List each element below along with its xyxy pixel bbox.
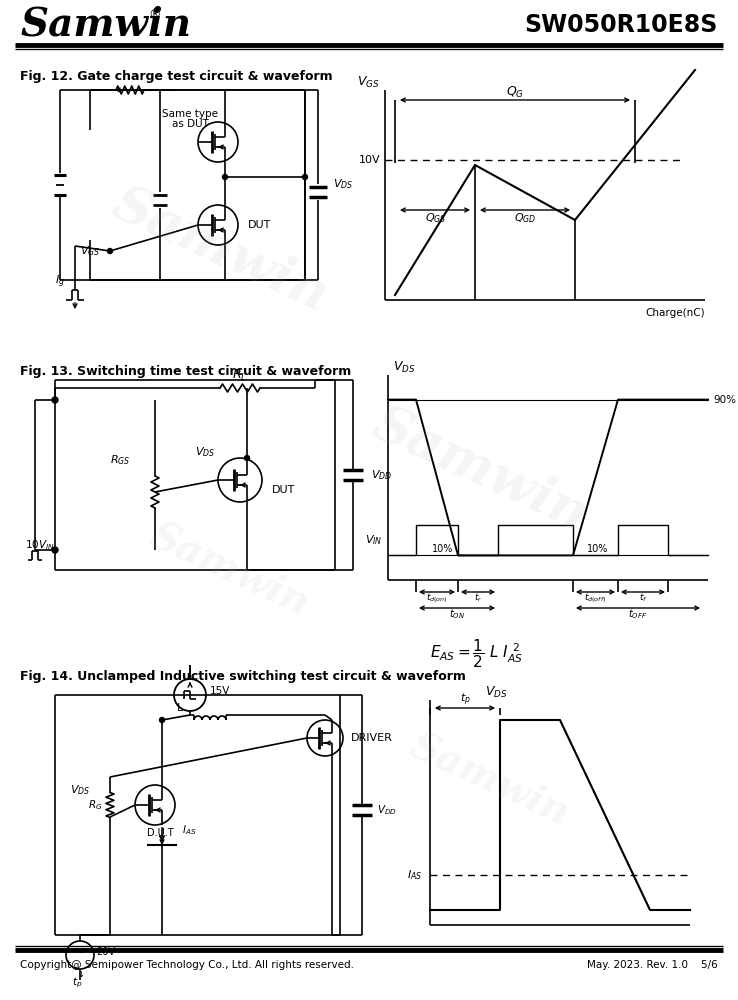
Text: DUT: DUT — [272, 485, 295, 495]
Text: ®: ® — [148, 8, 160, 21]
Text: Charge(nC): Charge(nC) — [645, 308, 705, 318]
Text: DUT: DUT — [248, 220, 272, 230]
Text: $t_r$: $t_r$ — [474, 592, 482, 604]
Text: $V_{GS}$: $V_{GS}$ — [80, 244, 100, 258]
Text: $V_{DS}$: $V_{DS}$ — [485, 684, 508, 700]
Circle shape — [108, 248, 112, 253]
Text: $E_{AS} = \dfrac{1}{2}\ L\ I_{AS}^{\ 2}$: $E_{AS} = \dfrac{1}{2}\ L\ I_{AS}^{\ 2}$ — [430, 637, 523, 670]
Text: Fig. 13. Switching time test circuit & waveform: Fig. 13. Switching time test circuit & w… — [20, 365, 351, 378]
Text: DRIVER: DRIVER — [351, 733, 393, 743]
Text: $R_G$: $R_G$ — [88, 798, 102, 812]
Text: Samwin: Samwin — [20, 6, 191, 44]
Text: ~: ~ — [75, 946, 86, 958]
Text: $Q_G$: $Q_G$ — [506, 84, 524, 100]
Text: $I_g$: $I_g$ — [55, 274, 65, 290]
Text: Samwin: Samwin — [104, 178, 336, 322]
Text: $t_{ON}$: $t_{ON}$ — [449, 607, 465, 621]
Text: $I_{AS}$: $I_{AS}$ — [407, 868, 422, 882]
Text: D.U.T: D.U.T — [147, 828, 173, 838]
Text: $Q_{GS}$: $Q_{GS}$ — [425, 211, 446, 225]
Text: $V_{DD}$: $V_{DD}$ — [371, 468, 392, 482]
Text: $V_{DS}$: $V_{DS}$ — [333, 177, 354, 191]
Circle shape — [244, 456, 249, 460]
Circle shape — [222, 174, 227, 180]
Text: 20V: 20V — [96, 947, 115, 957]
Text: $10V_{IN}$: $10V_{IN}$ — [25, 538, 55, 552]
Text: 15V: 15V — [210, 686, 230, 696]
Text: 10V: 10V — [359, 155, 380, 165]
Text: $t_{d(off)}$: $t_{d(off)}$ — [584, 591, 607, 605]
Text: $V_{DD}$: $V_{DD}$ — [377, 803, 397, 817]
Text: Fig. 14. Unclamped Inductive switching test circuit & waveform: Fig. 14. Unclamped Inductive switching t… — [20, 670, 466, 683]
Text: $Q_{GD}$: $Q_{GD}$ — [514, 211, 537, 225]
Text: 10%: 10% — [587, 544, 609, 554]
Circle shape — [52, 397, 58, 403]
Text: 90%: 90% — [713, 395, 736, 405]
Text: Samwin: Samwin — [364, 398, 596, 542]
Text: $t_{OFF}$: $t_{OFF}$ — [629, 607, 647, 621]
Text: Copyright@ Semipower Technology Co., Ltd. All rights reserved.: Copyright@ Semipower Technology Co., Ltd… — [20, 960, 354, 970]
Text: May. 2023. Rev. 1.0    5/6: May. 2023. Rev. 1.0 5/6 — [587, 960, 718, 970]
Text: L: L — [177, 703, 183, 713]
Text: Samwin: Samwin — [404, 727, 576, 833]
Text: $R_L$: $R_L$ — [232, 367, 247, 383]
Text: $\downarrow$: $\downarrow$ — [75, 969, 84, 979]
Text: $V_{DS}$: $V_{DS}$ — [393, 359, 415, 375]
Text: $V_{IN}$: $V_{IN}$ — [365, 534, 383, 547]
Circle shape — [52, 547, 58, 553]
Text: 10%: 10% — [432, 544, 454, 554]
Text: $t_p$: $t_p$ — [460, 692, 470, 708]
Text: SW050R10E8S: SW050R10E8S — [525, 13, 718, 37]
Text: Same type: Same type — [162, 109, 218, 119]
Text: $t_f$: $t_f$ — [638, 592, 647, 604]
Text: $t_p$: $t_p$ — [72, 976, 82, 990]
Circle shape — [303, 174, 308, 180]
Text: $V_{DS}$: $V_{DS}$ — [70, 783, 90, 797]
Text: Samwin: Samwin — [145, 517, 316, 623]
Text: Fig. 12. Gate charge test circuit & waveform: Fig. 12. Gate charge test circuit & wave… — [20, 70, 333, 83]
Text: as DUT: as DUT — [171, 119, 208, 129]
Text: $V_{GS}$: $V_{GS}$ — [357, 74, 380, 90]
Text: $V_{DS}$: $V_{DS}$ — [195, 445, 215, 459]
Text: $t_{d(on)}$: $t_{d(on)}$ — [426, 591, 448, 605]
Circle shape — [159, 718, 165, 722]
Text: $I_{AS}$: $I_{AS}$ — [182, 823, 196, 837]
Text: $R_{GS}$: $R_{GS}$ — [110, 453, 131, 467]
